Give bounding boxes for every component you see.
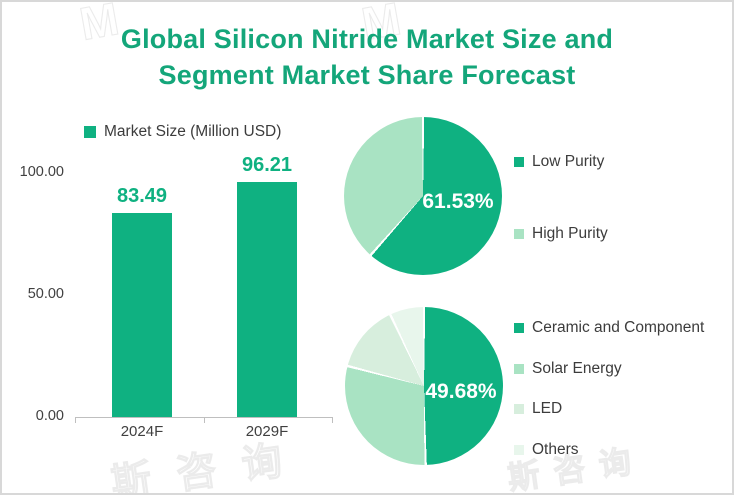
legend-item-high-purity: High Purity (514, 224, 608, 244)
pie-chart-purity: 61.53% (344, 117, 502, 275)
legend-item-others: Others (514, 440, 579, 460)
legend-item-ceramic-and-component: Ceramic and Component (514, 318, 704, 338)
bar-value-2024f: 83.49 (116, 185, 168, 208)
legend-item-led: LED (514, 399, 562, 419)
y-axis-tick-0: 0.00 (35, 408, 64, 424)
legend-label-market-size: Market Size (Million USD) (104, 123, 282, 140)
x-axis-tick-right (332, 417, 333, 423)
legend-label-solar-energy: Solar Energy (532, 360, 622, 377)
legend-label-low-purity: Low Purity (532, 153, 605, 170)
pie-label-application: 49.68% (425, 380, 497, 403)
legend-label-others: Others (532, 441, 579, 458)
page-title-line-2: Segment Market Share Forecast (158, 60, 576, 90)
legend-swatch-others (514, 445, 524, 455)
x-axis-label-2024f: 2024F (120, 423, 164, 440)
bar-2029f (237, 182, 297, 417)
y-axis-tick-50: 50.00 (27, 286, 64, 302)
legend-swatch-market-size (84, 126, 96, 138)
legend-swatch-low-purity (514, 157, 524, 167)
legend-label-high-purity: High Purity (532, 225, 608, 242)
legend-label-led: LED (532, 400, 563, 417)
legend-swatch-high-purity (514, 229, 524, 239)
legend-swatch-ceramic-and-component (514, 323, 524, 333)
legend-swatch-solar-energy (514, 364, 524, 374)
legend-item-low-purity: Low Purity (514, 152, 604, 172)
legend-label-ceramic-and-component: Ceramic and Component (532, 319, 705, 336)
pie-chart-application: 49.68% (345, 307, 503, 465)
y-axis-tick-100: 100.00 (19, 164, 64, 180)
x-axis-tick-middle (204, 417, 205, 423)
legend-item-solar-energy: Solar Energy (514, 359, 622, 379)
bar-chart-legend: Market Size (Million USD) (84, 123, 281, 141)
pie-label-purity: 61.53% (422, 190, 494, 213)
bar-value-2029f: 96.21 (241, 154, 293, 177)
page-title-line-1: Global Silicon Nitride Market Size and (120, 24, 614, 54)
legend-swatch-led (514, 404, 524, 414)
x-axis-tick-left (75, 417, 76, 423)
bar-2024f (112, 213, 172, 417)
x-axis-label-2029f: 2029F (245, 423, 289, 440)
